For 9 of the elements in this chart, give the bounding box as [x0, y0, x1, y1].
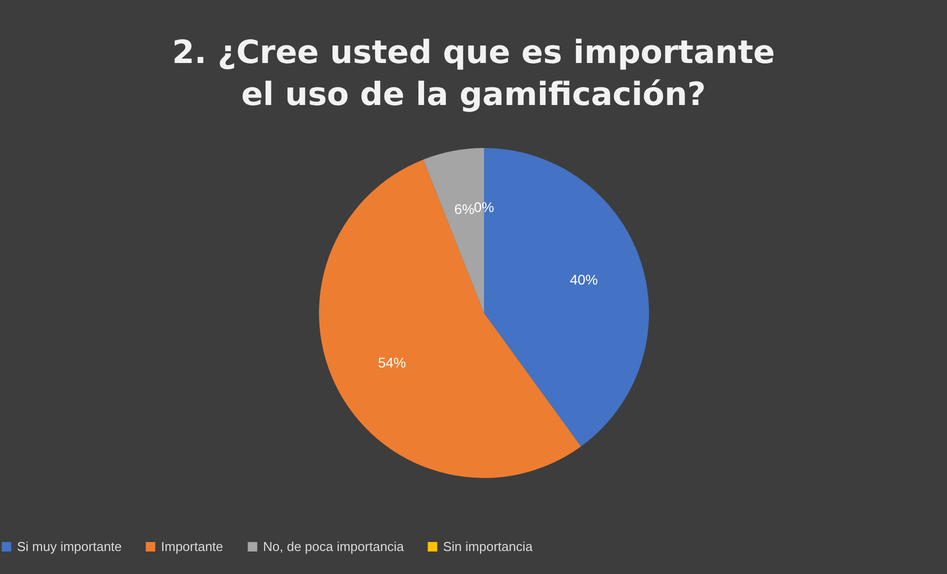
legend-label: Importante	[161, 538, 224, 554]
data-label: 6%	[454, 200, 474, 217]
data-label: 40%	[570, 272, 598, 288]
legend-label: Si muy importante	[17, 538, 122, 554]
legend-label: No, de poca importancia	[263, 538, 405, 554]
text: 0%	[474, 199, 494, 215]
chart-title: 2. ¿Cree usted que es importante el uso de la gamificación?	[172, 33, 775, 113]
legend-label: Sin importancia	[443, 538, 534, 554]
data-label: 54%	[378, 354, 406, 371]
